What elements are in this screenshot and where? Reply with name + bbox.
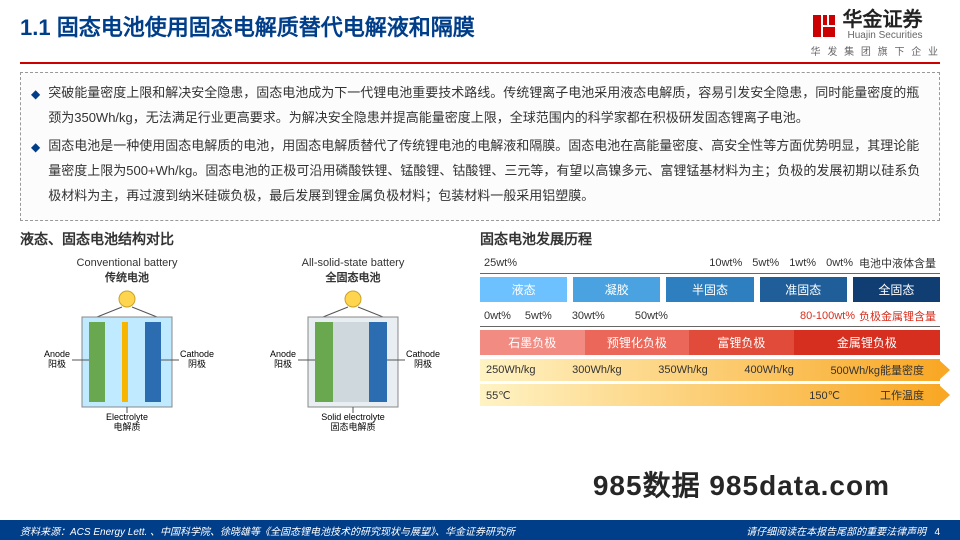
scale-label: 负极金属锂含量 [859,308,936,324]
svg-text:Electrolyte: Electrolyte [106,412,148,422]
header: 1.1 固态电池使用固态电解质替代电解液和隔膜 华金证券 Huajin Secu… [0,0,960,62]
bar-label: 能量密度 [880,365,924,377]
bullet-text: 突破能量密度上限和解决安全隐患，固态电池成为下一代锂电池重要技术路线。传统锂离子… [48,81,929,130]
anode-box: 富锂负极 [689,330,794,355]
svg-text:Anode: Anode [270,349,296,359]
right-title: 固态电池发展历程 [480,229,940,249]
conventional-battery: Conventional battery 传统电池 Anod [27,257,227,442]
scale-tick: 10wt% [709,257,742,269]
state-row: 液态凝胶半固态准固态全固态 [480,277,940,302]
scale-tick: 80-100wt% [800,310,855,322]
anode-box: 预锂化负极 [585,330,690,355]
scale-tick: 1wt% [789,257,816,269]
state-box: 半固态 [666,277,753,302]
bullet-icon: ◆ [31,83,40,130]
header-rule [20,62,940,64]
left-title: 液态、固态电池结构对比 [20,229,460,249]
bar-tick: 300Wh/kg [572,364,622,376]
bar-tick: 500Wh/kg [830,365,880,377]
scale-tick: 5wt% [525,310,552,322]
scale-tick: 0wt% [826,257,853,269]
svg-text:Solid electrolyte: Solid electrolyte [321,412,385,422]
bullet-icon: ◆ [31,136,40,208]
temperature-bar: 55℃ 150℃ 工作温度 [480,384,940,406]
scale-tick: 30wt% [572,310,605,322]
ssb-battery-diagram: Anode 阳极 Cathode 阴极 Solid electrolyte 固态… [253,287,453,437]
state-box: 凝胶 [573,277,660,302]
svg-text:阳极: 阳极 [48,358,66,369]
battery-compare: Conventional battery 传统电池 Anod [20,253,460,446]
solid-state-battery: All-solid-state battery 全固态电池 Anode 阳极 C… [253,257,453,442]
bar-tick: 350Wh/kg [658,364,708,376]
page-number: 4 [934,527,940,538]
logo-subtitle: 华 发 集 团 旗 下 企 业 [811,43,940,58]
svg-text:Cathode: Cathode [406,349,440,359]
bar-tick: 150℃ [809,389,840,402]
state-box: 准固态 [760,277,847,302]
watermark: 985数据 985data.com [593,464,890,504]
svg-text:阴极: 阴极 [414,358,432,369]
bar-tick: 400Wh/kg [744,364,794,376]
conv-label-cn: 传统电池 [27,269,227,285]
state-box: 液态 [480,277,567,302]
scale-tick: 5wt% [752,257,779,269]
conv-label-en: Conventional battery [27,257,227,269]
bar-label: 工作温度 [880,387,924,403]
svg-text:阳极: 阳极 [274,358,292,369]
ssb-label-en: All-solid-state battery [253,257,453,269]
energy-density-bar: 250Wh/kg 300Wh/kg 350Wh/kg 400Wh/kg 500W… [480,359,940,381]
right-column: 固态电池发展历程 25wt% 10wt% 5wt% 1wt% 0wt% 电池中液… [480,227,940,446]
svg-text:固态电解质: 固态电解质 [330,421,375,432]
footer-source: 资料来源：ACS Energy Lett. 、中国科学院、徐晓雄等《全固态锂电池… [20,523,515,538]
conv-battery-diagram: Anode 阳极 Cathode 阴极 Electrolyte 电解质 [27,287,227,437]
anode-row: 石墨负极预锂化负极富锂负极金属锂负极 [480,330,940,355]
bar-tick: 250Wh/kg [486,364,536,376]
logo: 华金证券 Huajin Securities 华 发 集 团 旗 下 企 业 [811,10,940,58]
metal-scale: 0wt% 5wt% 30wt% 50wt% 80-100wt% 负极金属锂含量 [480,306,940,327]
scale-tick: 25wt% [484,257,517,269]
page-title: 1.1 固态电池使用固态电解质替代电解液和隔膜 [20,10,475,42]
footer: 资料来源：ACS Energy Lett. 、中国科学院、徐晓雄等《全固态锂电池… [0,520,960,540]
logo-icon [811,13,837,39]
bullet-item: ◆ 突破能量密度上限和解决安全隐患，固态电池成为下一代锂电池重要技术路线。传统锂… [31,81,929,130]
scale-tick: 50wt% [635,310,668,322]
anode-box: 石墨负极 [480,330,585,355]
left-column: 液态、固态电池结构对比 Conventional battery 传统电池 [20,227,460,446]
bullet-text: 固态电池是一种使用固态电解质的电池，用固态电解质替代了传统锂电池的电解液和隔膜。… [48,134,929,208]
scale-tick: 0wt% [484,310,511,322]
svg-text:Cathode: Cathode [180,349,214,359]
anode-box: 金属锂负极 [794,330,940,355]
ssb-label-cn: 全固态电池 [253,269,453,285]
content-columns: 液态、固态电池结构对比 Conventional battery 传统电池 [20,227,940,446]
logo-name-cn: 华金证券 [843,10,923,30]
svg-text:Anode: Anode [44,349,70,359]
state-box: 全固态 [853,277,940,302]
bullet-item: ◆ 固态电池是一种使用固态电解质的电池，用固态电解质替代了传统锂电池的电解液和隔… [31,134,929,208]
scale-label: 电池中液体含量 [859,255,936,271]
logo-name-en: Huajin Securities [843,30,923,41]
liquid-scale: 25wt% 10wt% 5wt% 1wt% 0wt% 电池中液体含量 [480,253,940,274]
bullet-box: ◆ 突破能量密度上限和解决安全隐患，固态电池成为下一代锂电池重要技术路线。传统锂… [20,72,940,221]
bar-tick: 55℃ [486,389,511,402]
svg-text:阴极: 阴极 [188,358,206,369]
svg-text:电解质: 电解质 [113,421,140,432]
footer-note: 请仔细阅读在本报告尾部的重要法律声明 [746,527,926,538]
